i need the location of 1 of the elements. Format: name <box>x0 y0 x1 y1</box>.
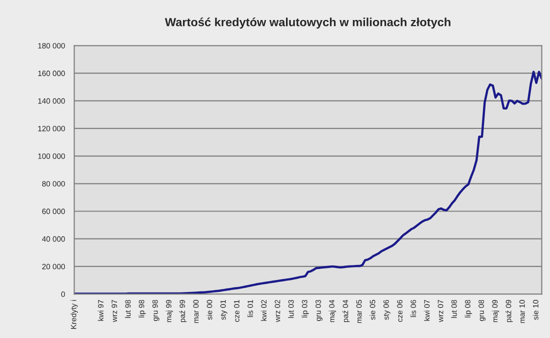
chart-title: Wartość kredytów walutowych w milionach złotych <box>164 18 450 29</box>
